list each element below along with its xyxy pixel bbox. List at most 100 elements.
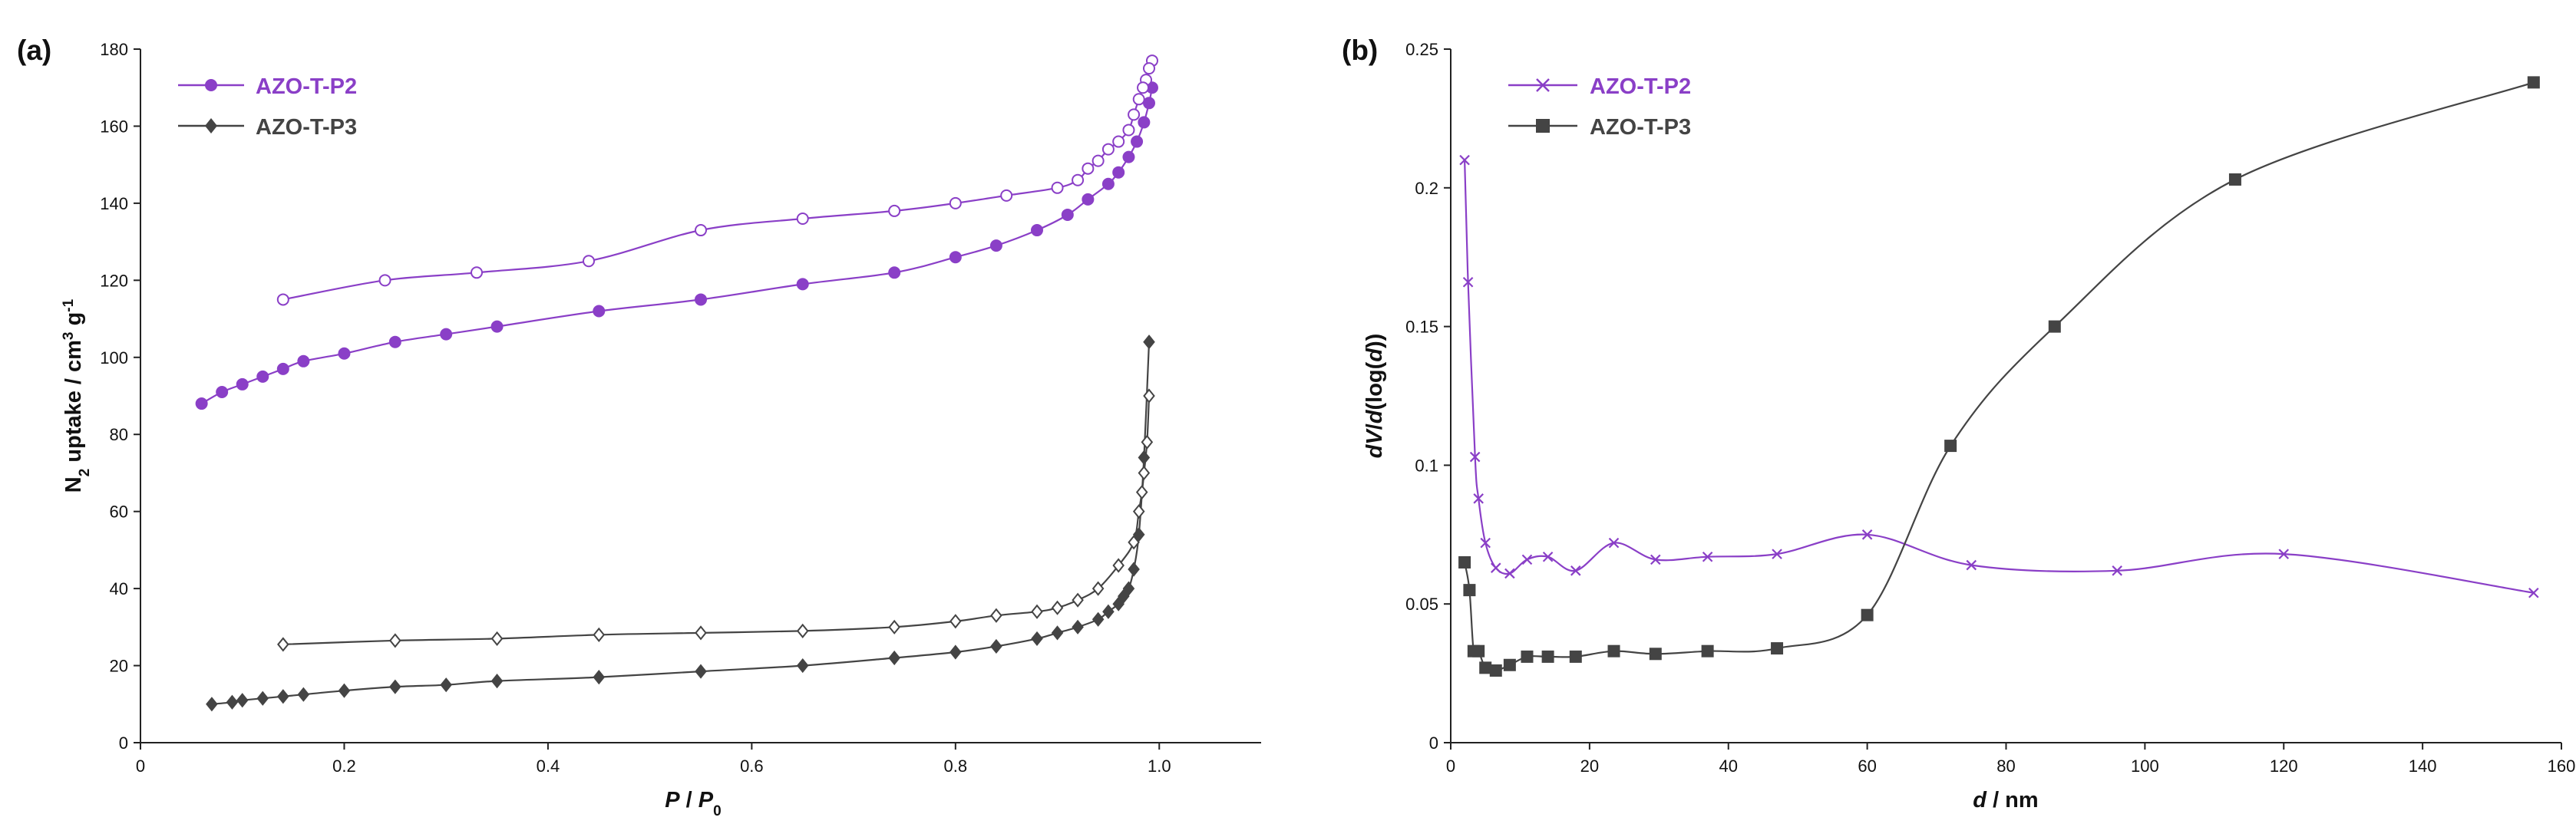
series-line bbox=[282, 60, 1154, 301]
data-point bbox=[378, 274, 391, 287]
data-point bbox=[949, 644, 962, 660]
data-point bbox=[1966, 559, 1977, 571]
data-point bbox=[1491, 562, 1501, 573]
x-tick-label: 0 bbox=[136, 756, 145, 776]
data-point bbox=[1473, 493, 1484, 504]
data-point bbox=[593, 670, 606, 685]
data-point bbox=[1462, 276, 1474, 288]
series-line bbox=[282, 395, 1151, 645]
x-tick-label: 20 bbox=[1580, 756, 1599, 776]
data-point bbox=[1128, 562, 1140, 577]
data-point bbox=[1459, 154, 1470, 166]
data-point bbox=[1101, 177, 1115, 190]
data-point bbox=[256, 691, 269, 706]
data-point bbox=[1122, 150, 1135, 163]
data-point bbox=[1458, 555, 1471, 569]
panel-b-pore-size-chart: (b) 0 0.05 0.1 0.15 0.2 0.25 0 20 40 60 80 100 120 1… bbox=[1342, 35, 2575, 812]
data-point bbox=[1480, 537, 1491, 549]
data-point bbox=[949, 251, 962, 264]
data-point bbox=[277, 637, 289, 652]
panel-b-legend-marker-p3 bbox=[1536, 119, 1550, 133]
data-point bbox=[1542, 551, 1554, 562]
panel-a-x-ticks: 0 0.2 0.4 0.6 0.8 1.0 bbox=[136, 743, 1171, 776]
y-tick-label: 80 bbox=[110, 425, 128, 444]
data-point bbox=[1861, 608, 1874, 621]
y-tick-label: 0.15 bbox=[1405, 318, 1438, 337]
y-tick-label: 0.05 bbox=[1405, 595, 1438, 614]
panel-a-legend-entry-p2: AZO-T-P2 bbox=[178, 74, 357, 99]
data-point bbox=[583, 255, 595, 268]
panel-b-label: (b) bbox=[1342, 35, 1378, 66]
x-tick-label: 1.0 bbox=[1148, 756, 1171, 776]
data-point bbox=[1521, 554, 1533, 565]
data-point bbox=[1650, 554, 1661, 565]
data-point bbox=[338, 683, 351, 698]
y-tick-label: 60 bbox=[110, 503, 128, 522]
panel-b-x-ticks: 0 20 40 60 80 100 120 140 160 bbox=[1446, 743, 2575, 776]
series-line bbox=[211, 341, 1151, 705]
data-point bbox=[2112, 565, 2122, 576]
data-point bbox=[1061, 208, 1074, 221]
panel-a-y-ticks: 0 20 40 60 80 100 120 140 160 180 bbox=[100, 40, 140, 753]
data-point bbox=[1138, 116, 1151, 129]
data-point bbox=[1000, 189, 1013, 202]
data-point bbox=[593, 305, 606, 318]
data-point bbox=[990, 608, 1002, 623]
data-point bbox=[1122, 581, 1135, 596]
data-point bbox=[796, 278, 809, 291]
data-point bbox=[1608, 537, 1620, 549]
x-tick-label: 0 bbox=[1446, 756, 1455, 776]
data-point bbox=[297, 354, 310, 368]
y-tick-label: 140 bbox=[100, 194, 128, 213]
data-point bbox=[695, 293, 707, 306]
panel-b-y-axis-title: dV/d(log(d)) bbox=[1362, 334, 1387, 459]
series-azo-t-p2-desorption bbox=[276, 54, 1158, 306]
data-point bbox=[1541, 650, 1554, 663]
data-point bbox=[1091, 611, 1105, 627]
data-point bbox=[796, 212, 809, 225]
x-tick-label: 0.8 bbox=[944, 756, 968, 776]
panel-b-series bbox=[1458, 76, 2540, 677]
data-point bbox=[297, 687, 310, 702]
data-point bbox=[1072, 619, 1084, 634]
data-point bbox=[1128, 535, 1140, 550]
panel-a-legend-label-p3: AZO-T-P3 bbox=[256, 115, 357, 140]
data-point bbox=[1607, 644, 1620, 658]
y-tick-label: 100 bbox=[100, 348, 128, 368]
data-point bbox=[440, 328, 453, 341]
x-tick-label: 160 bbox=[2548, 756, 2576, 776]
y-tick-label: 0.25 bbox=[1405, 40, 1438, 59]
data-point bbox=[888, 619, 900, 634]
data-point bbox=[195, 397, 208, 410]
y-tick-label: 0.1 bbox=[1415, 456, 1438, 475]
data-point bbox=[1102, 604, 1115, 619]
panel-a-legend-entry-p3: AZO-T-P3 bbox=[178, 115, 357, 140]
data-point bbox=[1772, 549, 1782, 559]
data-point bbox=[1701, 644, 1714, 658]
data-point bbox=[1101, 143, 1115, 156]
data-point bbox=[1489, 664, 1502, 677]
data-point bbox=[1143, 97, 1155, 110]
x-tick-label: 100 bbox=[2131, 756, 2159, 776]
data-point bbox=[1072, 592, 1084, 608]
x-tick-label: 40 bbox=[1719, 756, 1738, 776]
data-point bbox=[1472, 644, 1485, 658]
data-point bbox=[1649, 648, 1662, 661]
panel-a-y-axis-title: N2 uptake / cm3 g-1 bbox=[61, 298, 93, 493]
data-point bbox=[1112, 166, 1125, 179]
data-point bbox=[1112, 135, 1125, 148]
panel-a-legend: AZO-T-P2 AZO-T-P3 bbox=[178, 74, 357, 140]
data-point bbox=[2278, 549, 2290, 559]
data-point bbox=[1122, 124, 1135, 137]
y-tick-label: 0 bbox=[1429, 733, 1438, 753]
data-point bbox=[490, 674, 504, 689]
x-tick-label: 0.2 bbox=[332, 756, 356, 776]
data-point bbox=[226, 694, 239, 710]
data-point bbox=[1132, 93, 1145, 106]
data-point bbox=[888, 650, 900, 666]
data-point bbox=[1944, 440, 1957, 453]
panel-a-x-axis-title: P / P0 bbox=[665, 788, 721, 819]
data-point bbox=[1031, 604, 1043, 619]
data-point bbox=[2527, 76, 2540, 89]
series-azo-t-p3 bbox=[1458, 76, 2540, 677]
